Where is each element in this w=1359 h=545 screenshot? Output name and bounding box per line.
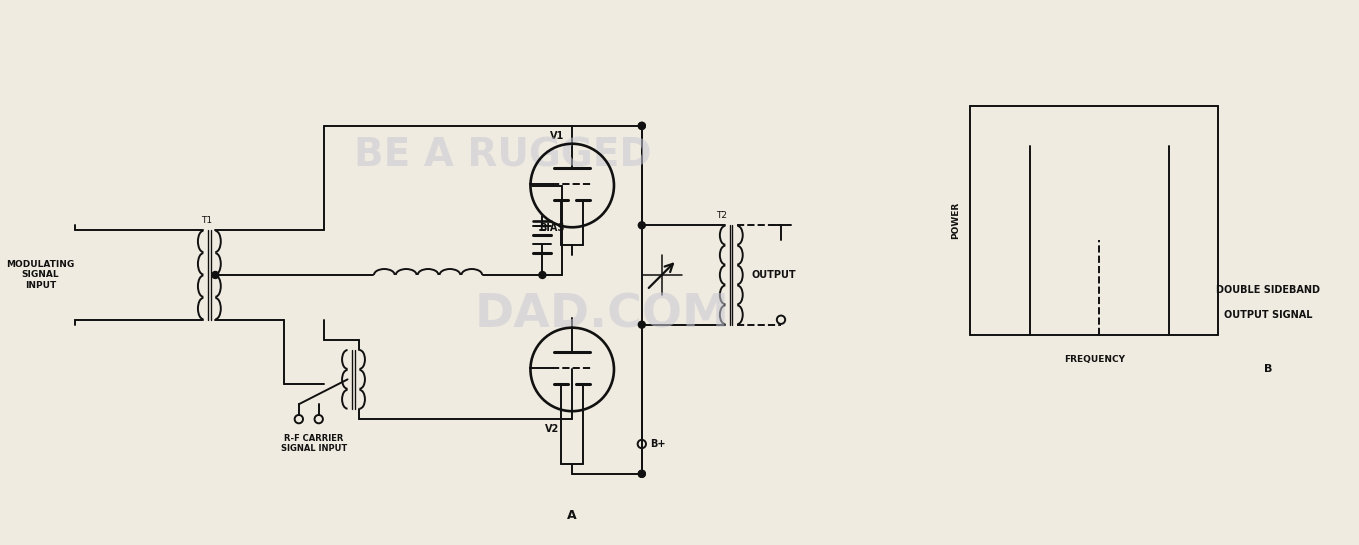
- Circle shape: [639, 222, 646, 229]
- Circle shape: [639, 321, 646, 328]
- Circle shape: [639, 470, 646, 477]
- Text: R-F CARRIER
SIGNAL INPUT: R-F CARRIER SIGNAL INPUT: [280, 434, 347, 453]
- Text: POWER: POWER: [951, 202, 959, 239]
- Text: MODULATING
SIGNAL
INPUT: MODULATING SIGNAL INPUT: [7, 260, 75, 290]
- Text: DAD.COM: DAD.COM: [474, 292, 730, 337]
- Text: V1: V1: [550, 131, 564, 141]
- Text: T1: T1: [201, 216, 212, 225]
- Text: T2: T2: [716, 211, 727, 220]
- Text: OUTPUT: OUTPUT: [752, 270, 796, 280]
- Text: DOUBLE SIDEBAND: DOUBLE SIDEBAND: [1216, 285, 1320, 295]
- Circle shape: [212, 271, 219, 278]
- Circle shape: [639, 470, 646, 477]
- Text: BE A RUGGED: BE A RUGGED: [353, 137, 651, 175]
- Text: V2: V2: [545, 424, 560, 434]
- Circle shape: [540, 271, 546, 278]
- Circle shape: [639, 123, 646, 129]
- Text: OUTPUT SIGNAL: OUTPUT SIGNAL: [1224, 310, 1313, 320]
- Text: B+: B+: [650, 439, 666, 449]
- Text: BIAS: BIAS: [540, 223, 565, 233]
- Text: B: B: [1264, 365, 1272, 374]
- Text: FREQUENCY: FREQUENCY: [1064, 354, 1125, 364]
- Text: A: A: [568, 508, 578, 522]
- Circle shape: [639, 123, 646, 129]
